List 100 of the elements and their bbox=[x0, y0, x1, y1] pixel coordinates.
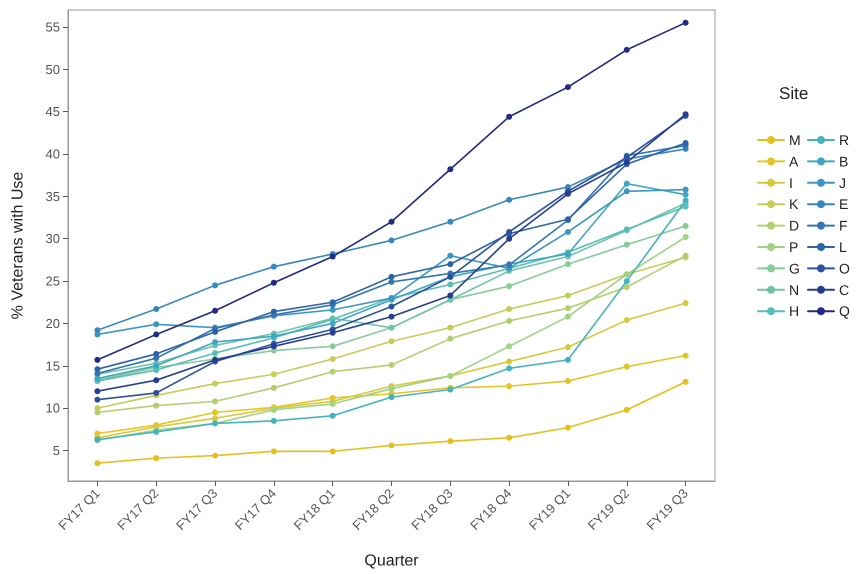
point bbox=[388, 303, 394, 310]
point bbox=[330, 254, 336, 260]
point bbox=[330, 448, 336, 454]
y-tick-label: 40 bbox=[46, 146, 60, 162]
point bbox=[388, 394, 394, 400]
legend-label: A bbox=[789, 153, 799, 170]
legend-label: E bbox=[839, 196, 848, 212]
point bbox=[330, 412, 336, 419]
point bbox=[153, 350, 160, 357]
point bbox=[153, 306, 160, 312]
legend-label: J bbox=[839, 174, 846, 191]
point bbox=[212, 339, 218, 346]
y-tick-label: 35 bbox=[46, 188, 60, 204]
point bbox=[682, 378, 689, 385]
point bbox=[270, 308, 277, 315]
point bbox=[447, 261, 454, 268]
point bbox=[624, 406, 630, 413]
point bbox=[624, 242, 630, 248]
point bbox=[624, 284, 630, 290]
point bbox=[330, 306, 336, 313]
point bbox=[270, 264, 277, 270]
point bbox=[682, 352, 689, 359]
point bbox=[682, 234, 689, 240]
y-tick-label: 50 bbox=[46, 62, 60, 77]
point bbox=[388, 314, 394, 320]
legend-label: O bbox=[839, 260, 850, 276]
point bbox=[447, 438, 454, 444]
legend-title: Site bbox=[779, 84, 808, 103]
point bbox=[270, 418, 277, 424]
legend-label: R bbox=[839, 132, 850, 148]
point bbox=[330, 299, 336, 306]
point bbox=[682, 198, 689, 204]
point bbox=[212, 398, 218, 404]
point bbox=[212, 308, 218, 314]
point bbox=[388, 386, 394, 392]
point bbox=[506, 434, 512, 441]
point bbox=[564, 314, 571, 320]
point bbox=[94, 396, 100, 403]
point bbox=[447, 292, 454, 298]
point bbox=[212, 415, 218, 422]
point bbox=[624, 46, 630, 53]
point bbox=[270, 448, 277, 454]
point bbox=[153, 321, 160, 328]
point bbox=[388, 338, 394, 344]
point bbox=[506, 365, 512, 372]
y-tick-label: 20 bbox=[46, 316, 60, 331]
legend-label: L bbox=[839, 239, 847, 255]
point bbox=[506, 318, 512, 324]
legend-label: B bbox=[839, 153, 848, 170]
point bbox=[94, 366, 100, 372]
point bbox=[682, 204, 689, 210]
point bbox=[682, 140, 689, 146]
point bbox=[506, 114, 512, 120]
point bbox=[564, 378, 571, 384]
point bbox=[94, 409, 100, 416]
point bbox=[624, 278, 630, 284]
x-axis-title: Quarter bbox=[364, 552, 420, 570]
point bbox=[564, 84, 571, 90]
point bbox=[506, 358, 512, 365]
legend-label: Q bbox=[839, 303, 850, 320]
point bbox=[447, 166, 454, 172]
point bbox=[564, 305, 571, 312]
point bbox=[682, 223, 689, 230]
y-axis-title: % Veterans with Use bbox=[10, 172, 26, 320]
point bbox=[564, 424, 571, 431]
point bbox=[564, 190, 571, 197]
point bbox=[153, 331, 160, 338]
point bbox=[270, 371, 277, 378]
point bbox=[330, 368, 336, 375]
point bbox=[682, 186, 689, 193]
point bbox=[388, 274, 394, 280]
point bbox=[330, 343, 336, 350]
point bbox=[212, 380, 218, 387]
point bbox=[506, 383, 512, 390]
point bbox=[270, 343, 277, 350]
point bbox=[94, 388, 100, 394]
legend-label: C bbox=[839, 282, 850, 298]
point bbox=[212, 350, 218, 356]
point bbox=[447, 281, 454, 288]
point bbox=[447, 218, 454, 225]
y-tick-label: 30 bbox=[46, 231, 60, 246]
legend-label: D bbox=[789, 218, 800, 234]
legend-label: K bbox=[789, 196, 799, 212]
point bbox=[564, 292, 571, 298]
point bbox=[506, 306, 512, 312]
y-tick-label: 15 bbox=[46, 358, 60, 374]
point bbox=[388, 218, 394, 225]
point bbox=[153, 377, 160, 384]
legend-label: F bbox=[839, 218, 848, 234]
y-tick-label: 10 bbox=[46, 400, 60, 416]
point bbox=[506, 283, 512, 290]
point bbox=[388, 362, 394, 368]
point bbox=[624, 188, 630, 194]
point bbox=[94, 356, 100, 363]
point bbox=[624, 180, 630, 187]
point bbox=[330, 356, 336, 362]
point bbox=[624, 364, 630, 370]
point bbox=[330, 320, 336, 326]
point bbox=[94, 327, 100, 334]
point bbox=[506, 236, 512, 242]
